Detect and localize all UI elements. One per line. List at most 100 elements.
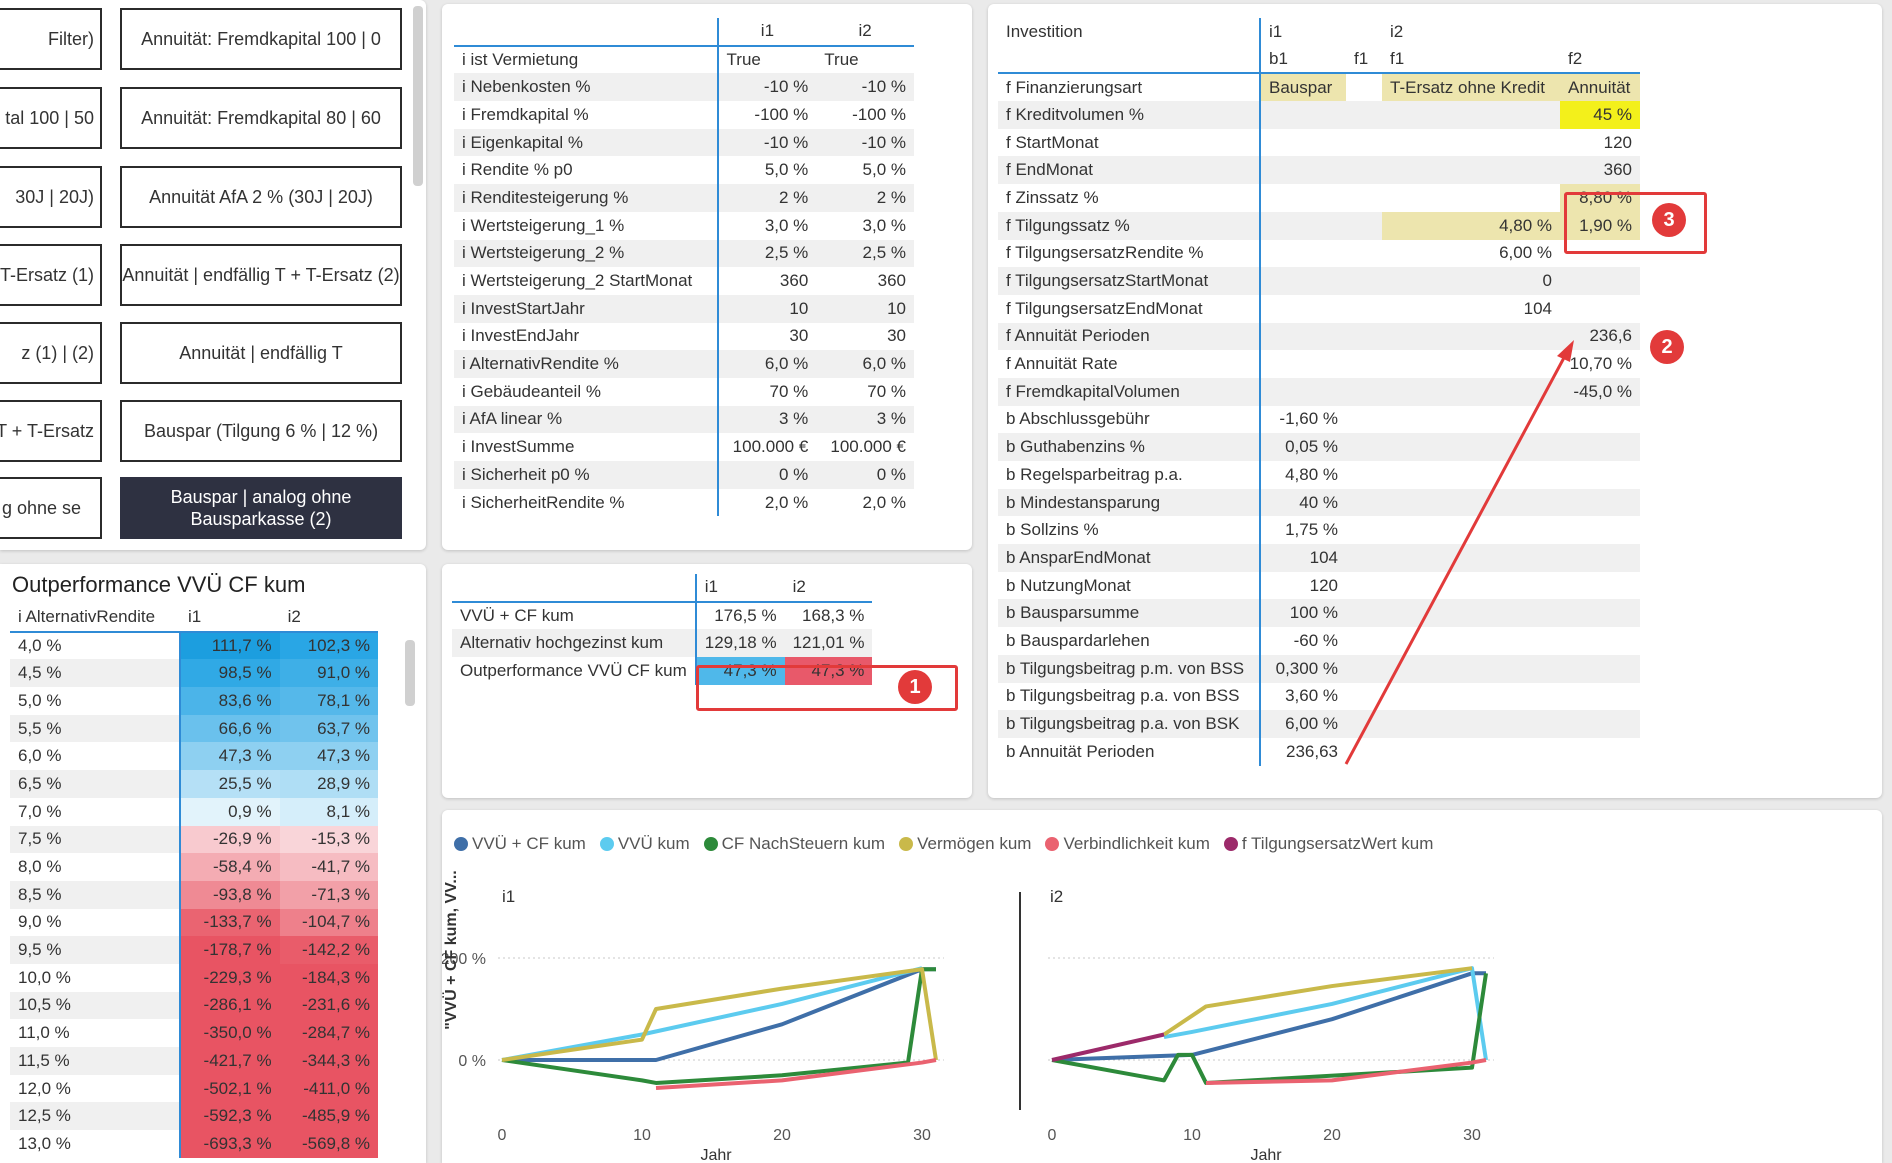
table-row: 6,0 % 47,3 % 47,3 % (10, 742, 378, 771)
cell-value: 3,0 % (862, 215, 906, 235)
cell-value (1346, 322, 1382, 351)
table-row: 11,0 % -350,0 % -284,7 % (10, 1019, 378, 1047)
bookmark-button[interactable]: Annuität | endfällig T (120, 322, 402, 384)
bookmark-button[interactable]: Filter) (0, 8, 102, 70)
cell-value: 2,0 % (764, 492, 809, 512)
row-label: f Tilgungssatz % (998, 211, 1261, 240)
cell-value: 6,00 % (1260, 710, 1346, 738)
table-row: b Tilgungsbeitrag p.a. von BSK 6,00 % (998, 710, 1640, 738)
col-header: i1 (1269, 21, 1283, 41)
heat-cell: -284,7 % (279, 1019, 378, 1047)
x-tick-label: 30 (913, 1127, 931, 1144)
bookmark-button[interactable]: z (1) | (2) (0, 322, 102, 384)
cell-value: 129,18 % (695, 629, 785, 658)
x-tick-label: 0 (498, 1127, 507, 1144)
row-label: f Kreditvolumen % (998, 101, 1261, 129)
series-line (501, 967, 936, 1085)
series-line (1051, 1032, 1165, 1062)
row-label: i Nebenkosten % (454, 73, 719, 102)
heat-cell: -26,9 % (180, 825, 280, 854)
heat-cell: -71,3 % (279, 880, 378, 909)
badge-1: 1 (898, 670, 932, 704)
cell-value (1260, 350, 1346, 378)
table-row: i Nebenkosten % -10 % -10 % (454, 73, 914, 102)
cell-value: 2 % (717, 184, 817, 212)
table-row: 12,5 % -592,3 % -485,9 % (10, 1102, 378, 1131)
bookmark-button[interactable]: Annuität: Fremdkapital 80 | 60 (120, 87, 402, 149)
table-row: i Wertsteigerung_2 StartMonat 360 360 (454, 267, 914, 295)
legend-item[interactable]: Vermögen kum (899, 834, 1031, 854)
params-table: i1 i2 i ist Vermietung True True i Nebenkoste… (454, 18, 914, 517)
table-row: f TilgungsersatzEndMonat 104 (998, 294, 1640, 323)
row-label: 9,0 % (10, 908, 181, 937)
heat-cell: 102,3 % (279, 631, 378, 660)
row-label: i InvestSumme (454, 433, 719, 461)
cell-value: 176,5 % (714, 606, 777, 626)
cell-value (1260, 184, 1346, 212)
outperformance-scrollbar[interactable] (405, 640, 415, 706)
bookmark-button-label: Annuität: Fremdkapital 100 | 0 (141, 28, 381, 49)
legend-item[interactable]: VVÜ + CF kum (454, 834, 586, 854)
series-line (1205, 1058, 1487, 1085)
bookmark-button-label: Annuität | endfällig T + T-Ersatz (2) (122, 264, 400, 285)
cell-value: 3 % (816, 405, 914, 434)
legend-item[interactable]: VVÜ kum (599, 834, 690, 854)
table-row: f Finanzierungsart Bauspar T-Ersatz ohne K… (998, 73, 1640, 102)
cell-value (1560, 572, 1640, 600)
row-label: f StartMonat (998, 128, 1261, 157)
cell-value (1382, 544, 1560, 572)
cell-value (1346, 73, 1382, 101)
bookmark-button[interactable]: Bauspar (Tilgung 6 % | 12 %) (120, 400, 402, 462)
bookmark-button[interactable]: Annuität AfA 2 % (30J | 20J) (120, 166, 402, 228)
cell-value (1560, 433, 1640, 461)
heat-cell: 83,6 % (180, 687, 280, 715)
bookmark-button[interactable]: + T-Ersatz (1) (0, 244, 102, 306)
heat-cell: -502,1 % (180, 1074, 280, 1103)
table-row: f TilgungsersatzStartMonat 0 (998, 267, 1640, 295)
legend-swatch (1045, 837, 1060, 851)
bookmark-button[interactable]: Annuität | endfällig T + T-Ersatz (2) (120, 244, 402, 306)
bookmark-scrollbar[interactable] (413, 6, 423, 186)
legend-item[interactable]: f TilgungsersatzWert kum (1223, 834, 1433, 854)
cell-value: 4,80 % (1285, 464, 1338, 484)
heat-cell: -41,7 % (279, 853, 378, 881)
bookmark-button-label: Annuität AfA 2 % (30J | 20J) (149, 186, 373, 207)
cell-value: 120 (1309, 575, 1338, 595)
bookmark-button-label: g ohne se (2, 497, 82, 518)
cell-value (1382, 433, 1560, 461)
bookmark-button[interactable]: Annuität: Fremdkapital 100 | 0 (120, 8, 402, 70)
heat-cell: 63,7 % (279, 714, 378, 743)
y-tick-label: 0 % (458, 1053, 486, 1070)
cell-value (1346, 184, 1382, 212)
col-header: i2 (279, 604, 378, 633)
cell-value: 0 (1382, 267, 1560, 295)
params-card: i1 i2 i ist Vermietung True True i Nebenkoste… (442, 4, 972, 550)
bookmark-button-label: + T-Ersatz (1) (0, 264, 94, 285)
row-label: b Tilgungsbeitrag p.a. von BSK (998, 710, 1261, 738)
table-row: f StartMonat 120 (998, 128, 1640, 157)
bookmark-button[interactable]: Bauspar | analog ohne Bausparkasse (2) (120, 477, 402, 539)
cell-value: 10 (717, 294, 817, 323)
col-header: b1 (1260, 45, 1346, 75)
row-label: 9,5 % (10, 936, 181, 964)
legend-item[interactable]: CF NachSteuern kum (703, 834, 885, 854)
cell-value (1346, 461, 1382, 489)
cell-value: Annuität (1560, 73, 1640, 102)
row-label: 11,0 % (10, 1019, 181, 1047)
cell-value (1560, 461, 1640, 489)
bookmark-button[interactable]: g ohne se (0, 477, 102, 539)
cell-value: 30 (887, 326, 906, 346)
outperformance-title: Outperformance VVÜ CF kum (12, 572, 306, 597)
row-label: i InvestEndJahr (454, 322, 719, 351)
row-label: Alternativ hochgezinst kum (452, 629, 697, 658)
row-label: 12,5 % (10, 1102, 181, 1131)
legend-swatch (899, 837, 914, 851)
bookmark-button[interactable]: T + T-Ersatz (0, 400, 102, 462)
bookmark-button[interactable]: 30J | 20J) (0, 166, 102, 228)
bookmark-button[interactable]: tal 100 | 50 (0, 87, 102, 149)
heat-cell: 66,6 % (180, 714, 280, 743)
table-row: i InvestSumme 100.000 € 100.000 € (454, 433, 914, 461)
cell-value: 104 (1523, 298, 1552, 318)
legend-item[interactable]: Verbindlichkeit kum (1045, 834, 1210, 854)
cell-value (1382, 377, 1560, 406)
